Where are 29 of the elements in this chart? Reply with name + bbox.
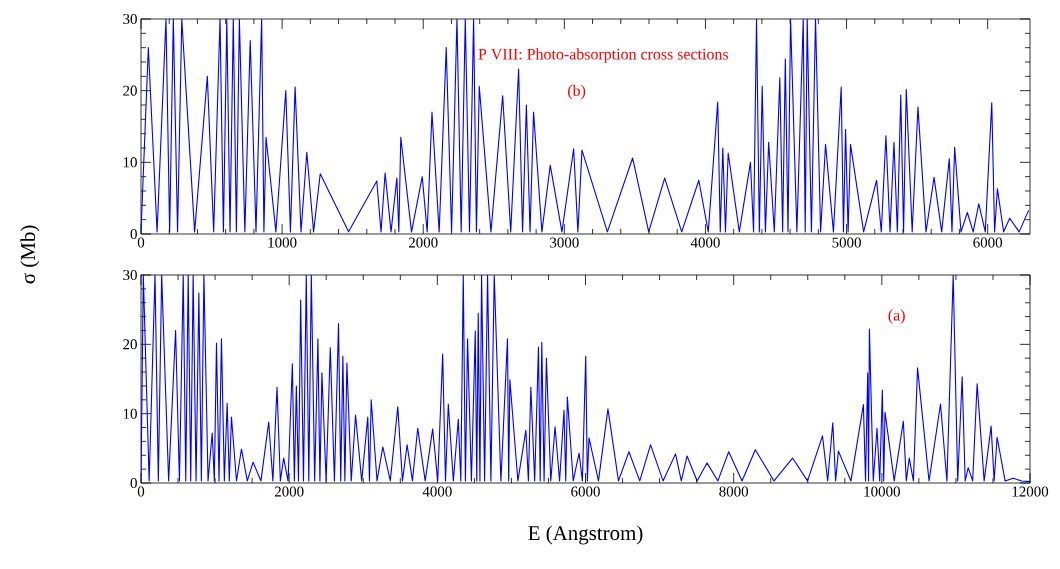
- line-series: [141, 19, 1030, 233]
- x-tick-label: 5000: [832, 237, 861, 248]
- x-tick-label: 8000: [719, 486, 749, 497]
- y-tick-label: 20: [123, 85, 137, 96]
- x-tick-label: 2000: [408, 237, 438, 248]
- x-axis-title: E (Angstrom): [528, 525, 643, 545]
- x-tick-label: 10000: [864, 486, 900, 497]
- x-tick-label: 4000: [422, 486, 452, 497]
- annotation: (b): [568, 84, 586, 100]
- annotation: P VIII: Photo-absorption cross sections: [478, 48, 729, 63]
- x-tick-label: 1000: [268, 237, 297, 248]
- y-tick-label: 30: [123, 13, 137, 25]
- annotation: (a): [888, 309, 905, 324]
- y-tick-label: 0: [130, 477, 137, 489]
- x-tick-label: 3000: [550, 237, 579, 248]
- line-series: [141, 275, 1031, 483]
- y-tick-label: 30: [123, 269, 137, 281]
- x-tick-label: 4000: [690, 237, 720, 248]
- x-tick-label: 6000: [973, 237, 1003, 248]
- x-tick-label: 0: [137, 237, 145, 248]
- x-tick-label: 0: [137, 486, 145, 497]
- x-tick-label: 12000: [1012, 486, 1049, 497]
- y-tick-label: 10: [123, 408, 137, 419]
- y-tick-label: 20: [123, 339, 137, 350]
- y-axis-title: σ (Mb): [20, 225, 40, 284]
- y-tick-label: 10: [123, 157, 137, 168]
- y-tick-label: 0: [130, 228, 137, 240]
- x-tick-label: 2000: [274, 486, 304, 497]
- x-tick-label: 6000: [571, 486, 600, 497]
